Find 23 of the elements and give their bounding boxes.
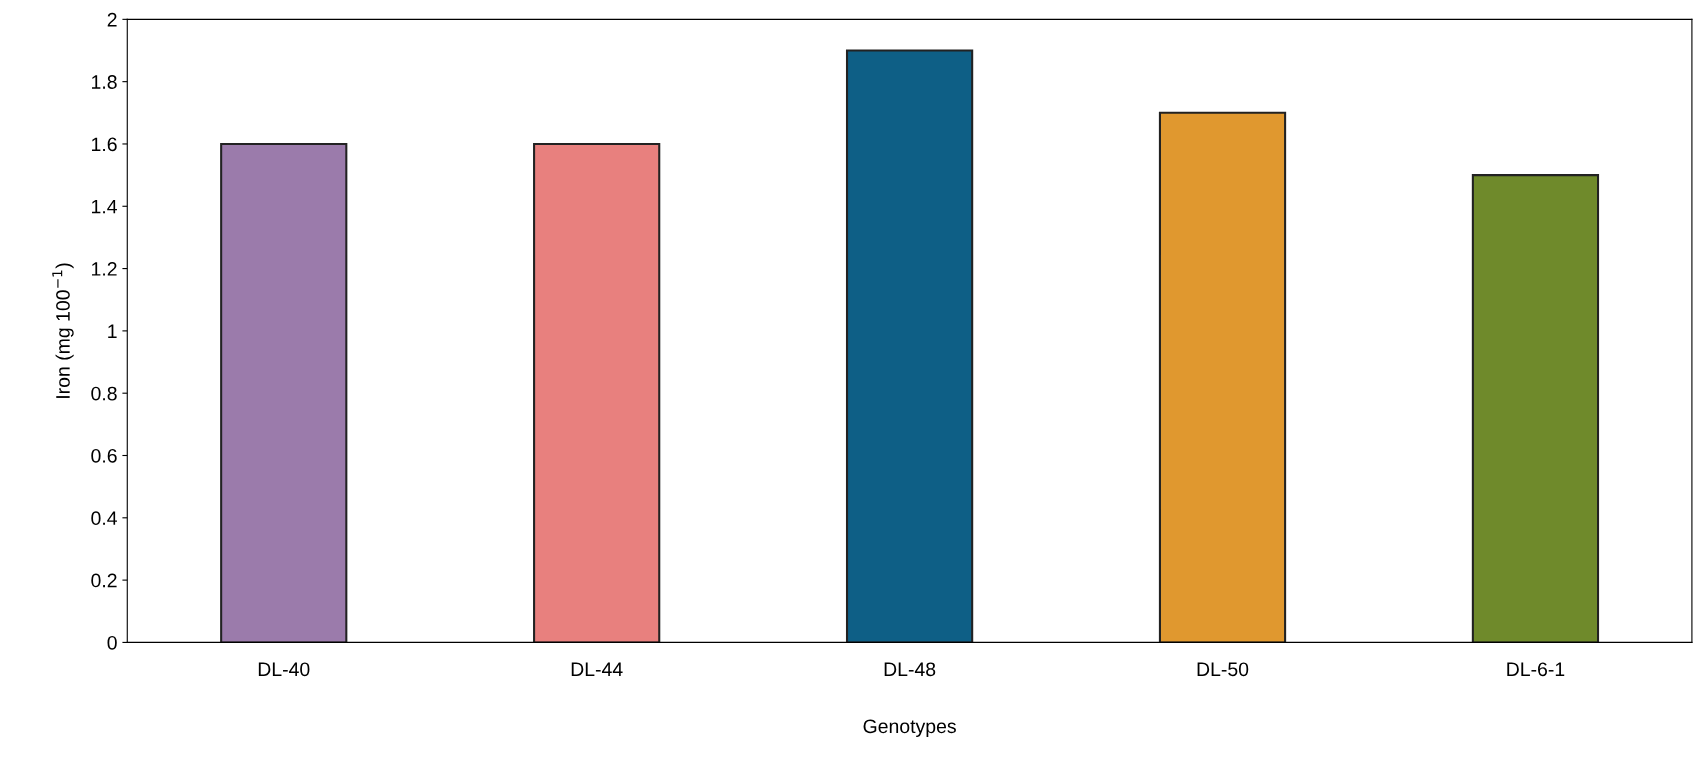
y-axis-title: Iron (mg 100$^{−1}$) (52, 263, 74, 398)
bar (845, 49, 974, 643)
bar (1471, 174, 1600, 643)
x-tick-label: DL-50 (1197, 662, 1249, 677)
y-tick-label: 0.6 (91, 448, 117, 463)
x-tick-label: DL-6-1 (1507, 662, 1565, 677)
y-tick-label: 2 (107, 12, 117, 27)
y-tick-label: 1 (108, 324, 117, 338)
x-tick-label: DL-40 (258, 662, 310, 677)
bar (1158, 111, 1287, 643)
y-tick-label: 0.8 (91, 386, 117, 401)
y-tick-label: 0.4 (91, 511, 117, 526)
y-tick-label: 1.6 (92, 137, 117, 152)
x-axis-title: Genotypes (863, 719, 956, 738)
y-tick-label: 1.4 (92, 199, 117, 214)
y-tick-label: 0 (107, 635, 117, 650)
x-tick-label: DL-48 (884, 662, 936, 677)
x-tick-label: DL-44 (571, 662, 623, 676)
y-tick-label: 0.2 (91, 573, 117, 588)
y-tick-label: 1.2 (92, 262, 117, 276)
bar (220, 142, 348, 643)
y-tick-label: 1.8 (92, 75, 117, 89)
bar (533, 142, 661, 643)
